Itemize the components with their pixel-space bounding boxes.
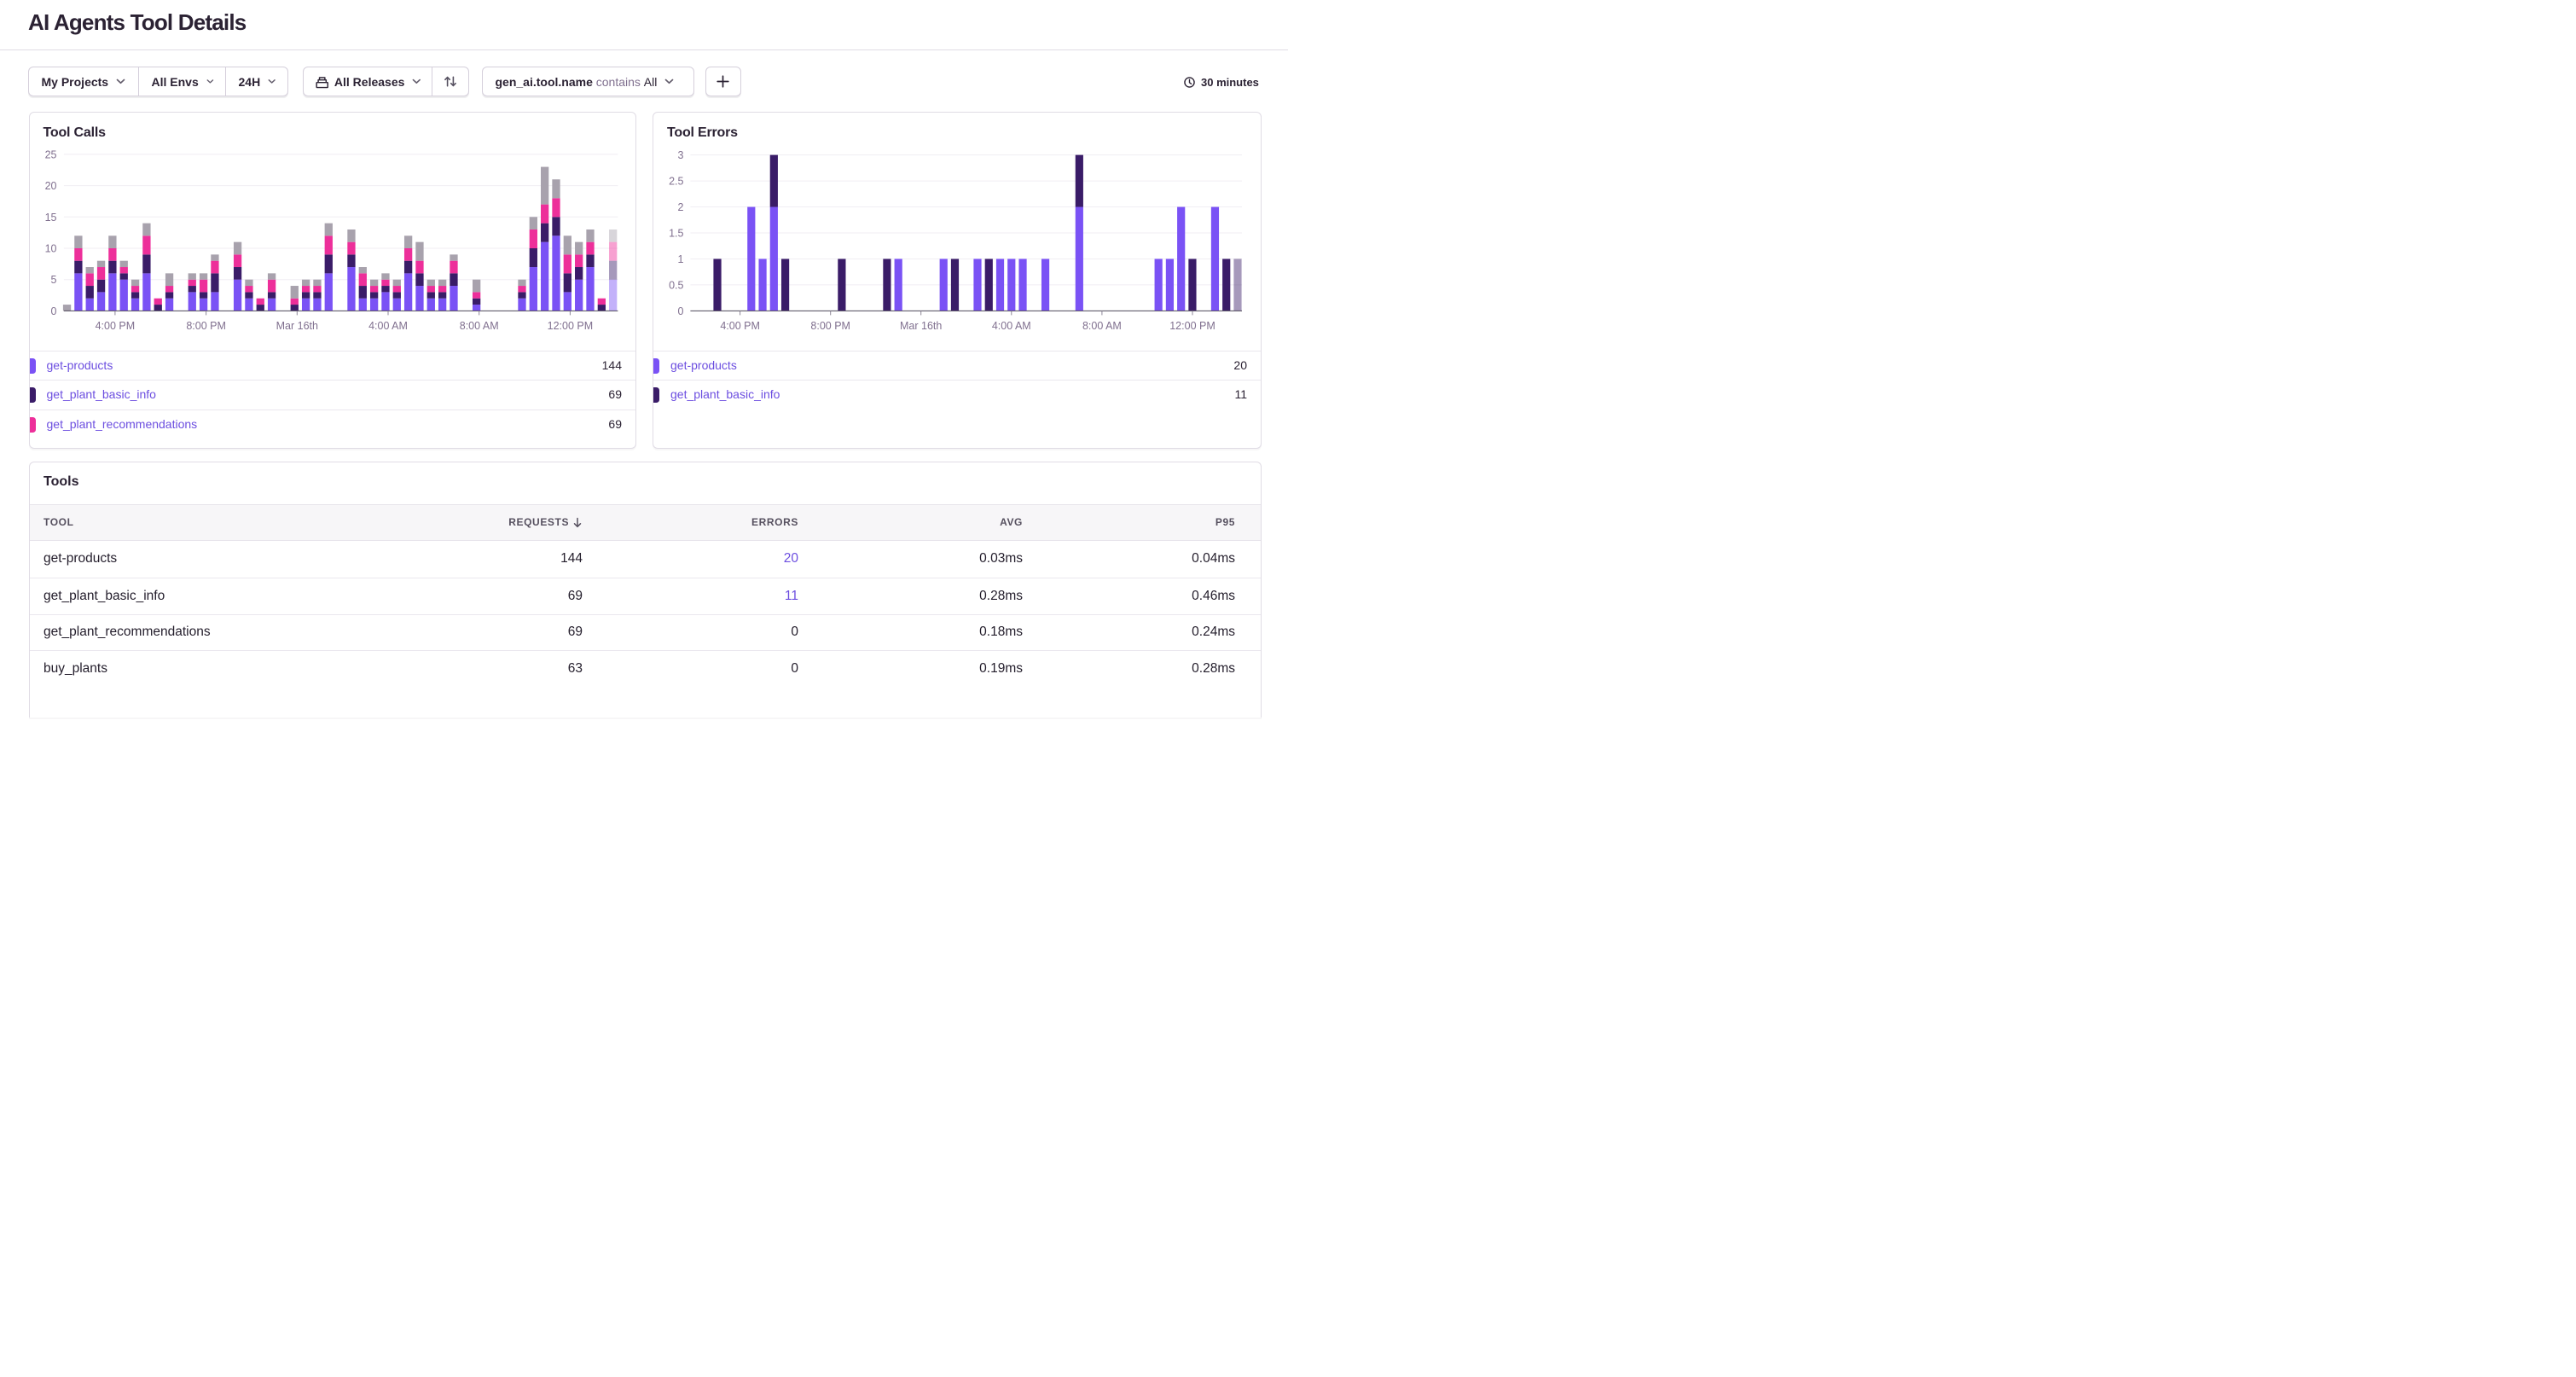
svg-text:2: 2	[678, 201, 684, 213]
svg-text:4:00 PM: 4:00 PM	[95, 320, 135, 332]
svg-text:Mar 16th: Mar 16th	[276, 320, 317, 332]
svg-text:10: 10	[44, 243, 56, 255]
svg-text:4:00 PM: 4:00 PM	[720, 320, 760, 332]
svg-text:8:00 AM: 8:00 AM	[1082, 320, 1122, 332]
svg-text:12:00 PM: 12:00 PM	[1169, 320, 1215, 332]
svg-text:0: 0	[50, 305, 56, 317]
svg-text:5: 5	[50, 274, 56, 286]
svg-text:12:00 PM: 12:00 PM	[547, 320, 593, 332]
svg-text:15: 15	[44, 212, 56, 224]
svg-text:8:00 PM: 8:00 PM	[186, 320, 226, 332]
svg-text:2.5: 2.5	[669, 176, 683, 188]
svg-text:Mar 16th: Mar 16th	[900, 320, 942, 332]
svg-text:0: 0	[678, 305, 684, 317]
svg-text:1.5: 1.5	[669, 228, 683, 240]
svg-text:8:00 AM: 8:00 AM	[459, 320, 498, 332]
svg-text:3: 3	[678, 149, 684, 161]
svg-text:4:00 AM: 4:00 AM	[368, 320, 408, 332]
svg-text:1: 1	[678, 253, 684, 265]
svg-text:25: 25	[44, 148, 56, 160]
svg-text:8:00 PM: 8:00 PM	[810, 320, 850, 332]
svg-text:20: 20	[44, 180, 56, 192]
svg-text:0.5: 0.5	[669, 279, 683, 291]
svg-text:4:00 AM: 4:00 AM	[992, 320, 1031, 332]
